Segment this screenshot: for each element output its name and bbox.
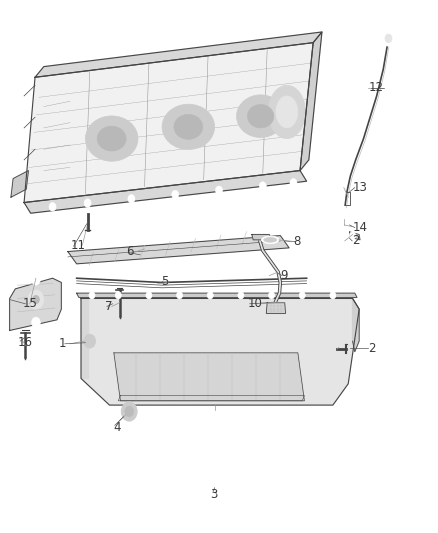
Polygon shape bbox=[350, 232, 360, 240]
Ellipse shape bbox=[276, 96, 298, 128]
Circle shape bbox=[28, 290, 44, 309]
Polygon shape bbox=[77, 293, 357, 297]
Circle shape bbox=[350, 232, 356, 239]
Polygon shape bbox=[35, 32, 322, 77]
Circle shape bbox=[84, 334, 95, 348]
Circle shape bbox=[382, 31, 395, 46]
Circle shape bbox=[32, 274, 40, 285]
Text: 6: 6 bbox=[126, 245, 134, 258]
Text: 2: 2 bbox=[368, 342, 375, 354]
Text: 4: 4 bbox=[113, 421, 120, 434]
Text: 1: 1 bbox=[59, 337, 67, 350]
Circle shape bbox=[32, 295, 39, 304]
Polygon shape bbox=[81, 298, 88, 378]
Circle shape bbox=[89, 292, 95, 299]
Text: 7: 7 bbox=[105, 300, 113, 313]
Text: 11: 11 bbox=[71, 239, 86, 252]
Ellipse shape bbox=[261, 236, 279, 244]
Circle shape bbox=[125, 406, 134, 417]
Polygon shape bbox=[353, 298, 359, 352]
Polygon shape bbox=[300, 32, 322, 171]
Text: 9: 9 bbox=[280, 269, 288, 282]
Ellipse shape bbox=[162, 104, 215, 149]
Circle shape bbox=[330, 292, 336, 299]
Circle shape bbox=[290, 179, 297, 187]
Circle shape bbox=[215, 186, 223, 195]
Circle shape bbox=[238, 292, 244, 299]
Text: 13: 13 bbox=[353, 181, 368, 194]
Circle shape bbox=[84, 199, 91, 207]
Text: 8: 8 bbox=[293, 235, 301, 248]
Polygon shape bbox=[266, 303, 286, 313]
Polygon shape bbox=[10, 278, 61, 330]
Ellipse shape bbox=[268, 85, 305, 139]
Circle shape bbox=[385, 34, 392, 43]
Circle shape bbox=[32, 317, 40, 328]
Ellipse shape bbox=[97, 126, 126, 151]
Circle shape bbox=[259, 182, 266, 190]
Text: 15: 15 bbox=[23, 297, 38, 310]
Circle shape bbox=[115, 292, 121, 299]
Circle shape bbox=[172, 190, 179, 199]
Polygon shape bbox=[68, 236, 289, 264]
Circle shape bbox=[146, 292, 152, 299]
Polygon shape bbox=[81, 298, 359, 405]
Polygon shape bbox=[24, 171, 307, 213]
Polygon shape bbox=[252, 235, 271, 240]
Text: 10: 10 bbox=[247, 297, 262, 310]
Text: 5: 5 bbox=[161, 275, 169, 288]
Polygon shape bbox=[11, 171, 28, 197]
Ellipse shape bbox=[85, 116, 138, 161]
Circle shape bbox=[121, 402, 137, 421]
Circle shape bbox=[128, 195, 135, 203]
Polygon shape bbox=[114, 353, 304, 401]
Text: 2: 2 bbox=[352, 235, 360, 247]
Text: 3: 3 bbox=[210, 488, 218, 501]
Text: 16: 16 bbox=[18, 336, 32, 349]
Circle shape bbox=[299, 292, 305, 299]
Text: 14: 14 bbox=[353, 221, 368, 234]
Ellipse shape bbox=[247, 104, 274, 128]
Circle shape bbox=[207, 292, 213, 299]
Ellipse shape bbox=[264, 237, 277, 242]
Circle shape bbox=[177, 292, 183, 299]
Polygon shape bbox=[24, 43, 313, 203]
Text: 12: 12 bbox=[369, 82, 384, 94]
Circle shape bbox=[268, 292, 275, 299]
Circle shape bbox=[49, 203, 56, 211]
Ellipse shape bbox=[174, 115, 203, 139]
Ellipse shape bbox=[237, 95, 285, 138]
